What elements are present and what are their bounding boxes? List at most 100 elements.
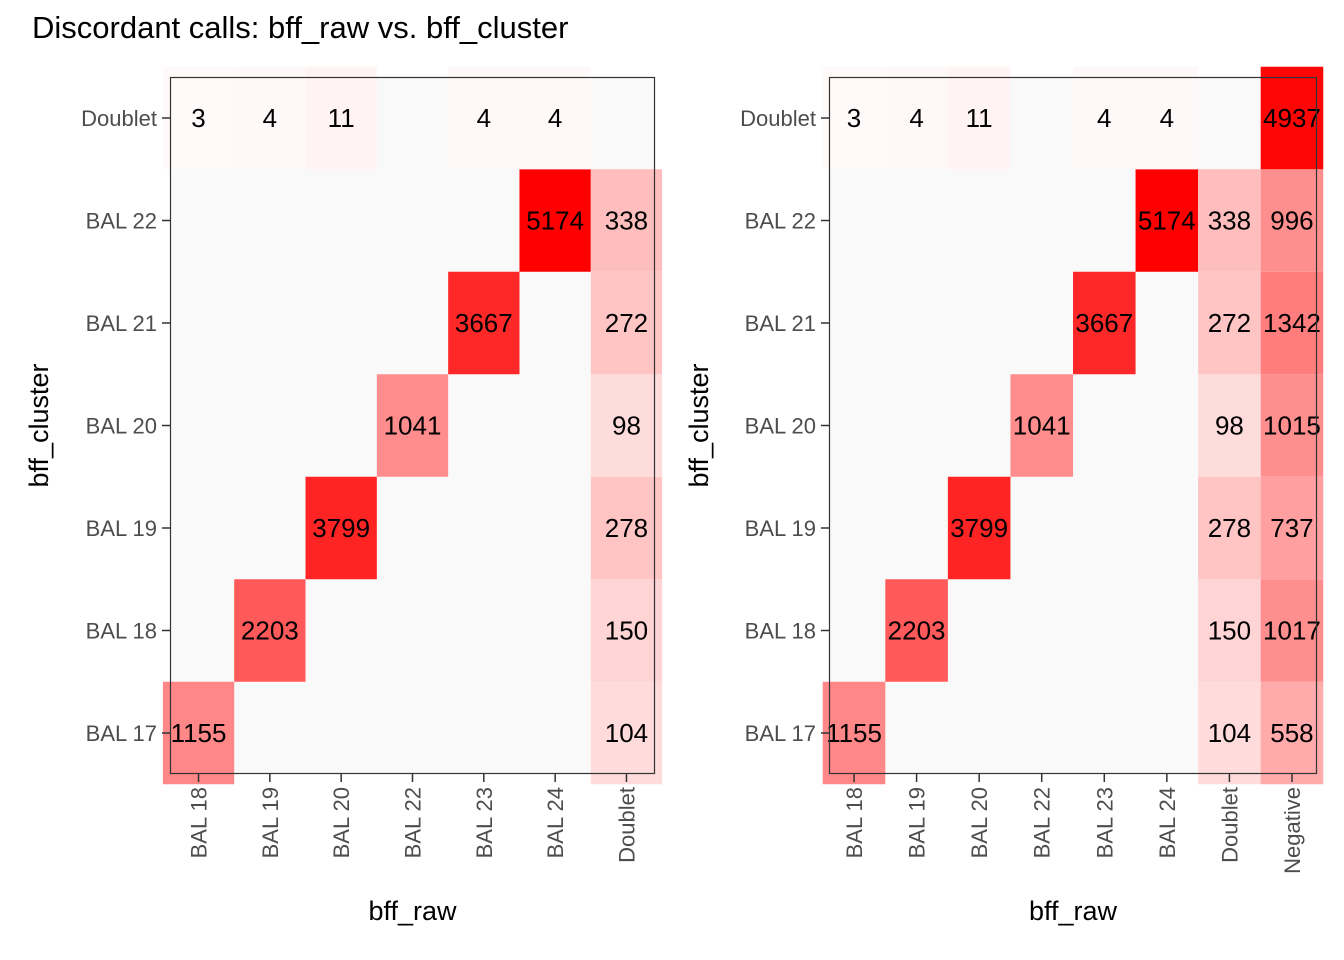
heatmap-cell [1260,579,1324,682]
heatmap-cell [1135,66,1199,170]
x-tick-label: BAL 18 [187,787,212,858]
cell-value-label: 3667 [455,308,513,338]
heatmap-cell [305,66,377,170]
heatmap-cell [1198,374,1261,477]
heatmap-cell [1198,271,1261,375]
heatmap-cell [1198,476,1261,580]
heatmap-cell [1010,374,1073,477]
x-tick-label: BAL 22 [401,787,426,858]
heatmap-cell [590,476,663,580]
cell-value-label: 338 [1208,206,1251,236]
x-axis-title: bff_raw [368,896,457,926]
y-tick-label: BAL 22 [86,209,157,234]
cell-value-label: 737 [1270,513,1313,543]
cell-value-label: 338 [605,206,648,236]
x-tick-label: Doublet [614,787,639,863]
heatmap-cell [448,66,520,170]
cell-value-label: 278 [605,513,648,543]
cell-value-label: 4 [1097,103,1111,133]
heatmap-cell [519,169,591,272]
cell-value-label: 5174 [1138,206,1196,236]
cell-value-label: 1041 [384,411,442,441]
cell-value-label: 104 [1208,718,1251,748]
y-tick-label: BAL 17 [86,721,157,746]
heatmap-cell [162,681,235,785]
cell-value-label: 2203 [241,616,299,646]
cell-value-label: 4937 [1263,103,1321,133]
cell-value-label: 104 [605,718,648,748]
panel-border [828,76,1318,775]
x-tick-label: BAL 20 [967,787,992,858]
cell-value-label: 558 [1270,718,1313,748]
heatmap-cell [1135,169,1199,272]
y-tick-label: BAL 17 [745,721,816,746]
cell-value-label: 4 [1160,103,1174,133]
heatmap-cell [885,579,948,682]
x-tick-label: BAL 24 [1155,787,1180,858]
cell-value-label: 3 [191,103,205,133]
heatmap-cell [885,66,948,170]
x-axis-title: bff_raw [1029,896,1118,926]
cell-value-label: 4 [477,103,491,133]
heatmap-cell [1260,681,1324,785]
cell-value-label: 4 [548,103,562,133]
y-tick-label: BAL 20 [86,414,157,439]
cell-value-label: 3 [847,103,861,133]
heatmap-panel-2: 1155 104 558 2203 150 1017 3799 278 737 1041 98 101… [684,66,1324,926]
heatmap-cell [376,374,449,477]
cell-value-label: 1041 [1013,411,1071,441]
heatmap-cell [590,579,663,682]
cell-value-label: 2203 [888,616,946,646]
x-tick-label: BAL 18 [842,787,867,858]
heatmap-cell [822,681,886,785]
heatmap-cell [1198,681,1261,785]
y-tick-label: BAL 19 [86,516,157,541]
cell-value-label: 3799 [312,513,370,543]
cell-value-label: 4 [909,103,923,133]
cell-value-label: 1155 [826,718,882,748]
y-tick-label: BAL 21 [86,311,157,336]
heatmap-cell [305,476,377,580]
heatmap-cell [590,169,663,272]
cell-value-label: 5174 [526,206,584,236]
heatmap-cell [590,271,663,375]
heatmap-cell [162,66,235,170]
y-axis-title: bff_cluster [24,363,54,487]
y-axis-title: bff_cluster [684,363,714,487]
heatmap-cell [590,681,663,785]
cell-value-label: 150 [605,616,648,646]
cell-value-label: 1342 [1263,308,1321,338]
cell-value-label: 4 [263,103,277,133]
heatmap-cell [448,271,520,375]
heatmap-cell [1260,374,1324,477]
cell-value-label: 98 [612,411,641,441]
heatmap-cell [947,476,1011,580]
heatmap-cell [947,66,1011,170]
y-tick-label: Doublet [81,106,157,131]
cell-value-label: 1015 [1263,411,1321,441]
x-tick-label: Doublet [1217,787,1242,863]
heatmap-cell [1073,271,1136,375]
heatmap-cell [1260,476,1324,580]
y-tick-label: Doublet [740,106,816,131]
y-tick-label: BAL 18 [745,619,816,644]
cell-value-label: 1155 [171,718,227,748]
cell-value-label: 278 [1208,513,1251,543]
heatmap-cell [1260,169,1324,272]
heatmap-cell [1260,271,1324,375]
heatmap-cell [234,579,306,682]
x-tick-label: BAL 19 [905,787,930,858]
cell-value-label: 11 [328,103,355,133]
heatmap-cell [590,374,663,477]
heatmap-cell [1198,579,1261,682]
heatmap-cell [822,66,886,170]
panel-border [169,76,656,775]
cell-value-label: 3667 [1075,308,1133,338]
y-tick-label: BAL 20 [745,414,816,439]
cell-value-label: 1017 [1263,616,1321,646]
x-tick-label: BAL 22 [1030,787,1055,858]
heatmap-cell [1260,66,1324,170]
x-tick-label: BAL 20 [329,787,354,858]
